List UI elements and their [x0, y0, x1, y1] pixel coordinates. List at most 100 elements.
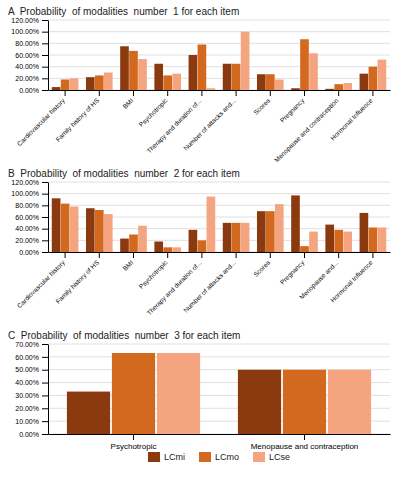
y-tick: 100.00% — [11, 28, 48, 35]
y-tick-mark — [42, 194, 48, 195]
y-tick-label: 0.00% — [19, 431, 39, 438]
y-axis: 0.00%20.00%40.00%60.00%80.00%100.00%120.… — [11, 17, 48, 94]
y-tick: 40.00% — [15, 379, 48, 386]
bar — [189, 230, 198, 252]
x-tick-label: Number of attacks and... — [182, 97, 237, 152]
grid-line — [48, 55, 390, 56]
legend-label: LCmi — [164, 452, 185, 462]
legend-item: LCmi — [148, 452, 185, 462]
bar — [223, 223, 232, 252]
y-tick-mark — [42, 90, 48, 91]
title: A Probability of modalities number 1 for… — [8, 6, 239, 17]
bar — [238, 370, 281, 434]
x-tick-mark — [304, 90, 305, 96]
x-tick-label: Therapy and duration of... — [145, 97, 203, 155]
bar — [378, 228, 387, 253]
grid-line — [48, 31, 390, 32]
axis-domain — [48, 345, 49, 435]
bar — [154, 64, 163, 90]
y-tick-label: 20.00% — [15, 75, 39, 82]
bar — [129, 235, 138, 253]
bar — [120, 46, 129, 90]
x-tick-label: Hormonal Influence — [329, 97, 374, 142]
panel: B Probability of modalities number 2 for… — [8, 168, 391, 317]
x-tick-label: Psychotropic — [137, 258, 169, 290]
x-tick: Menopause and contraception — [251, 434, 359, 451]
series — [52, 46, 368, 90]
y-tick: 50.00% — [15, 366, 48, 373]
series — [112, 353, 326, 434]
legend-item: LCse — [253, 452, 290, 462]
bar — [266, 74, 275, 90]
x-tick-label: Number of attacks and... — [182, 259, 237, 314]
bar — [360, 213, 369, 252]
x-tick-mark — [133, 90, 134, 96]
y-tick-mark — [42, 229, 48, 230]
y-tick: 100.00% — [11, 190, 48, 197]
x-tick: Menopause and contraception — [273, 90, 341, 164]
grid-line — [48, 182, 390, 183]
bar — [275, 204, 284, 252]
legend-label: LCse — [269, 452, 290, 462]
series — [61, 204, 377, 252]
y-tick-label: 0.00% — [19, 249, 39, 256]
series — [52, 195, 368, 252]
bar — [291, 88, 300, 90]
y-axis: 0.00%10.00%20.00%30.00%40.00%50.00%60.00… — [15, 341, 48, 438]
bar — [275, 80, 284, 91]
x-tick-mark — [201, 252, 202, 258]
y-tick-mark — [42, 20, 48, 21]
x-tick-mark — [338, 90, 339, 96]
y-tick: 40.00% — [15, 225, 48, 232]
y-tick-mark — [42, 421, 48, 422]
y-axis: 0.00%20.00%40.00%60.00%80.00%100.00%120.… — [11, 179, 48, 256]
bar — [61, 80, 70, 91]
y-tick-mark — [42, 252, 48, 253]
x-tick: Psychotropic — [137, 252, 169, 291]
bar — [325, 89, 334, 90]
bar — [95, 75, 104, 90]
y-tick-label: 40.00% — [15, 63, 39, 70]
x-tick-label: Psychotropic — [137, 96, 169, 128]
legend-swatch — [148, 452, 160, 462]
bar — [70, 78, 79, 90]
y-tick-label: 40.00% — [15, 379, 39, 386]
y-tick-mark — [42, 434, 48, 435]
bars — [52, 195, 386, 252]
bar — [266, 211, 275, 252]
bar — [104, 73, 113, 91]
series — [70, 32, 386, 90]
x-tick-label: Hormonal Influence — [329, 259, 374, 304]
y-tick-label: 70.00% — [15, 341, 39, 348]
y-tick-mark — [42, 370, 48, 371]
y-tick-mark — [42, 240, 48, 241]
x-tick-mark — [201, 90, 202, 96]
bar — [95, 210, 104, 252]
x-tick: Pregnancy — [278, 252, 306, 286]
bar — [300, 39, 309, 90]
series — [70, 197, 386, 252]
y-tick: 10.00% — [15, 418, 48, 425]
y-tick-label: 30.00% — [15, 392, 39, 399]
bar — [207, 197, 216, 252]
bar — [52, 87, 61, 90]
x-tick-label: BMI — [121, 259, 134, 272]
y-tick-label: 20.00% — [15, 405, 39, 412]
y-tick: 60.00% — [15, 214, 48, 221]
bar — [112, 353, 155, 434]
x-tick-mark — [99, 252, 100, 258]
grid — [48, 344, 390, 434]
legend-item: LCmo — [199, 452, 239, 462]
x-tick-label: Scores — [252, 258, 272, 278]
bar — [360, 74, 369, 90]
bar — [232, 64, 241, 90]
y-tick: 20.00% — [15, 237, 48, 244]
y-tick-mark — [42, 43, 48, 44]
x-tick: Hormonal Influence — [329, 90, 374, 142]
x-tick: Therapy and duration of... — [145, 90, 203, 155]
x-tick-mark — [372, 252, 373, 258]
bar — [241, 32, 250, 90]
y-tick-label: 60.00% — [15, 214, 39, 221]
bar — [343, 232, 352, 252]
y-tick: 40.00% — [15, 63, 48, 70]
